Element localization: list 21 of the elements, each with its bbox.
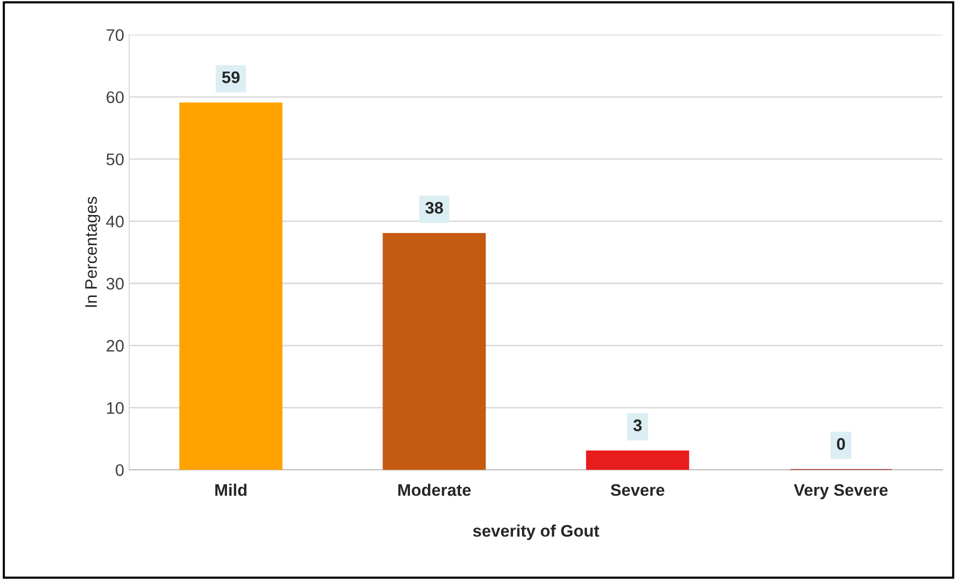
y-axis-title: In Percentages — [85, 196, 100, 307]
x-tick-label: Moderate — [398, 484, 471, 496]
y-tick-label: 40 — [106, 216, 124, 228]
x-axis-title: severity of Gout — [473, 524, 600, 540]
bar — [586, 450, 690, 470]
data-label: 0 — [836, 438, 845, 450]
bar — [382, 232, 486, 470]
y-tick-label: 60 — [106, 91, 124, 104]
data-label: 3 — [633, 419, 642, 432]
y-tick-label: 30 — [106, 278, 124, 290]
y-tick-label: 10 — [107, 402, 124, 414]
data-label: 59 — [222, 71, 240, 84]
x-tick-label: Mild — [215, 484, 246, 496]
y-tick-label: 20 — [106, 340, 124, 352]
y-tick-label: 50 — [106, 153, 124, 166]
x-tick-label: Severe — [610, 484, 664, 496]
bar — [179, 102, 282, 470]
y-tick-label: 70 — [106, 29, 124, 42]
data-label: 38 — [425, 202, 443, 214]
y-tick-label: 0 — [116, 464, 124, 476]
x-tick-label: Very Severe — [794, 484, 888, 500]
